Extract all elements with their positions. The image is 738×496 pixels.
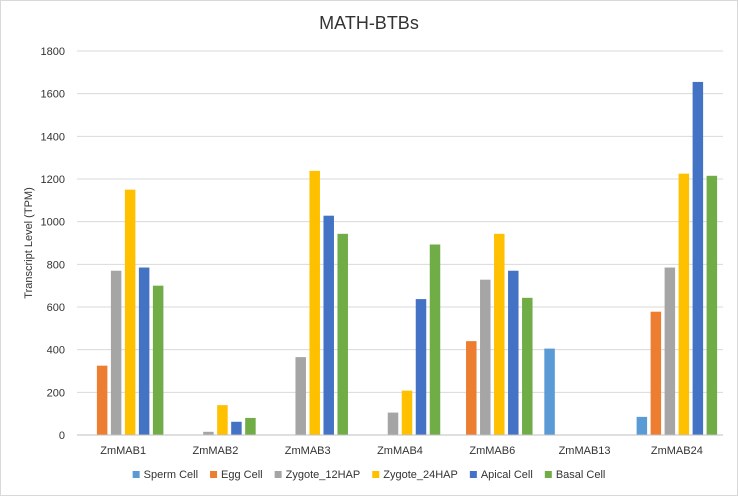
- legend-swatch: [469, 471, 477, 478]
- bar-zmmab6-apical-cell: [508, 270, 519, 435]
- legend-item: Zygote_12HAP: [274, 469, 361, 481]
- y-tick-label: 1800: [41, 46, 65, 58]
- y-tick-label: 1000: [41, 217, 65, 229]
- legend-item: Apical Cell: [469, 469, 533, 481]
- legend-swatch: [210, 471, 218, 478]
- bar-zmmab6-basal-cell: [522, 297, 533, 435]
- y-tick-label: 1600: [41, 89, 65, 101]
- bar-zmmab6-egg-cell: [466, 341, 477, 435]
- legend-label: Zygote_24HAP: [383, 469, 458, 481]
- legend-item: Basal Cell: [544, 469, 606, 481]
- bar-zmmab24-sperm-cell: [636, 416, 648, 435]
- y-tick-label: 200: [47, 387, 65, 399]
- legend-swatch: [132, 471, 140, 478]
- y-tick-label: 400: [47, 345, 65, 357]
- bar-zmmab2-basal-cell: [245, 417, 256, 435]
- legend-label: Egg Cell: [221, 469, 263, 481]
- bar-zmmab3-zygote-24hap: [309, 170, 320, 436]
- legend-swatch: [372, 471, 380, 478]
- x-tick-label: ZmMAB6: [469, 445, 515, 457]
- x-axis-ticks: ZmMAB1 ZmMAB2 ZmMAB3 ZmMAB4 ZmMAB6 ZmMAB13 ZmM…: [77, 434, 723, 457]
- bar-zmmab4-zygote-12hap: [387, 412, 399, 435]
- legend-item: Egg Cell: [210, 469, 263, 481]
- bar-zmmab3-zygote-12hap: [295, 357, 306, 435]
- x-tick-label: ZmMAB4: [377, 445, 423, 457]
- bar-zmmab3-basal-cell: [337, 233, 348, 435]
- legend-swatch: [274, 471, 282, 478]
- bar-zmmab1-basal-cell: [152, 285, 164, 435]
- y-tick-label: 600: [47, 302, 65, 314]
- x-tick-label: ZmMAB3: [285, 445, 331, 457]
- x-tick-label: ZmMAB2: [193, 445, 239, 457]
- legend-label: Zygote_12HAP: [286, 469, 361, 481]
- chart-title: MATH-BTBs: [319, 13, 419, 33]
- bar-zmmab24-zygote-12hap: [664, 267, 676, 435]
- bars: [96, 81, 718, 436]
- bar-zmmab1-egg-cell: [96, 365, 108, 435]
- y-axis-title: Transcript Level (TPM): [23, 187, 35, 298]
- y-tick-label: 0: [59, 430, 65, 442]
- legend-label: Basal Cell: [556, 469, 606, 481]
- gridlines: [77, 50, 723, 436]
- bar-zmmab2-zygote-24hap: [217, 405, 228, 435]
- y-tick-label: 1200: [41, 174, 65, 186]
- bar-zmmab1-zygote-12hap: [110, 270, 122, 435]
- bar-zmmab13-sperm-cell: [544, 348, 555, 435]
- x-tick-label: ZmMAB1: [100, 445, 146, 457]
- y-tick-label: 1400: [41, 131, 65, 143]
- legend-label: Sperm Cell: [144, 469, 198, 481]
- bar-zmmab2-apical-cell: [231, 421, 242, 435]
- bar-zmmab6-zygote-12hap: [480, 279, 491, 435]
- bar-zmmab24-zygote-24hap: [678, 173, 690, 435]
- x-tick-label: ZmMAB24: [651, 445, 703, 457]
- bar-zmmab4-zygote-24hap: [401, 390, 413, 435]
- legend-item: Sperm Cell: [132, 469, 198, 481]
- legend-item: Zygote_24HAP: [372, 469, 458, 481]
- bar-zmmab4-apical-cell: [415, 299, 427, 435]
- y-axis-ticks: 0 200 400 600 800 1000 1200 1400 1600 1800: [41, 46, 65, 442]
- bar-zmmab3-apical-cell: [323, 215, 334, 435]
- bar-zmmab1-zygote-24hap: [124, 189, 136, 435]
- legend: Sperm Cell Egg Cell Zygote_12HAP Zygote_24H…: [132, 469, 606, 481]
- bar-zmmab24-egg-cell: [650, 311, 662, 435]
- bar-zmmab4-basal-cell: [429, 244, 441, 435]
- bar-zmmab24-basal-cell: [706, 175, 718, 436]
- bar-zmmab2-zygote-12hap: [203, 431, 214, 435]
- bar-zmmab1-apical-cell: [138, 267, 150, 435]
- y-tick-label: 800: [47, 259, 65, 271]
- bar-zmmab6-zygote-24hap: [494, 233, 505, 435]
- legend-label: Apical Cell: [481, 469, 533, 481]
- bar-zmmab24-apical-cell: [692, 81, 704, 435]
- x-tick-label: ZmMAB13: [559, 445, 611, 457]
- legend-swatch: [544, 471, 552, 478]
